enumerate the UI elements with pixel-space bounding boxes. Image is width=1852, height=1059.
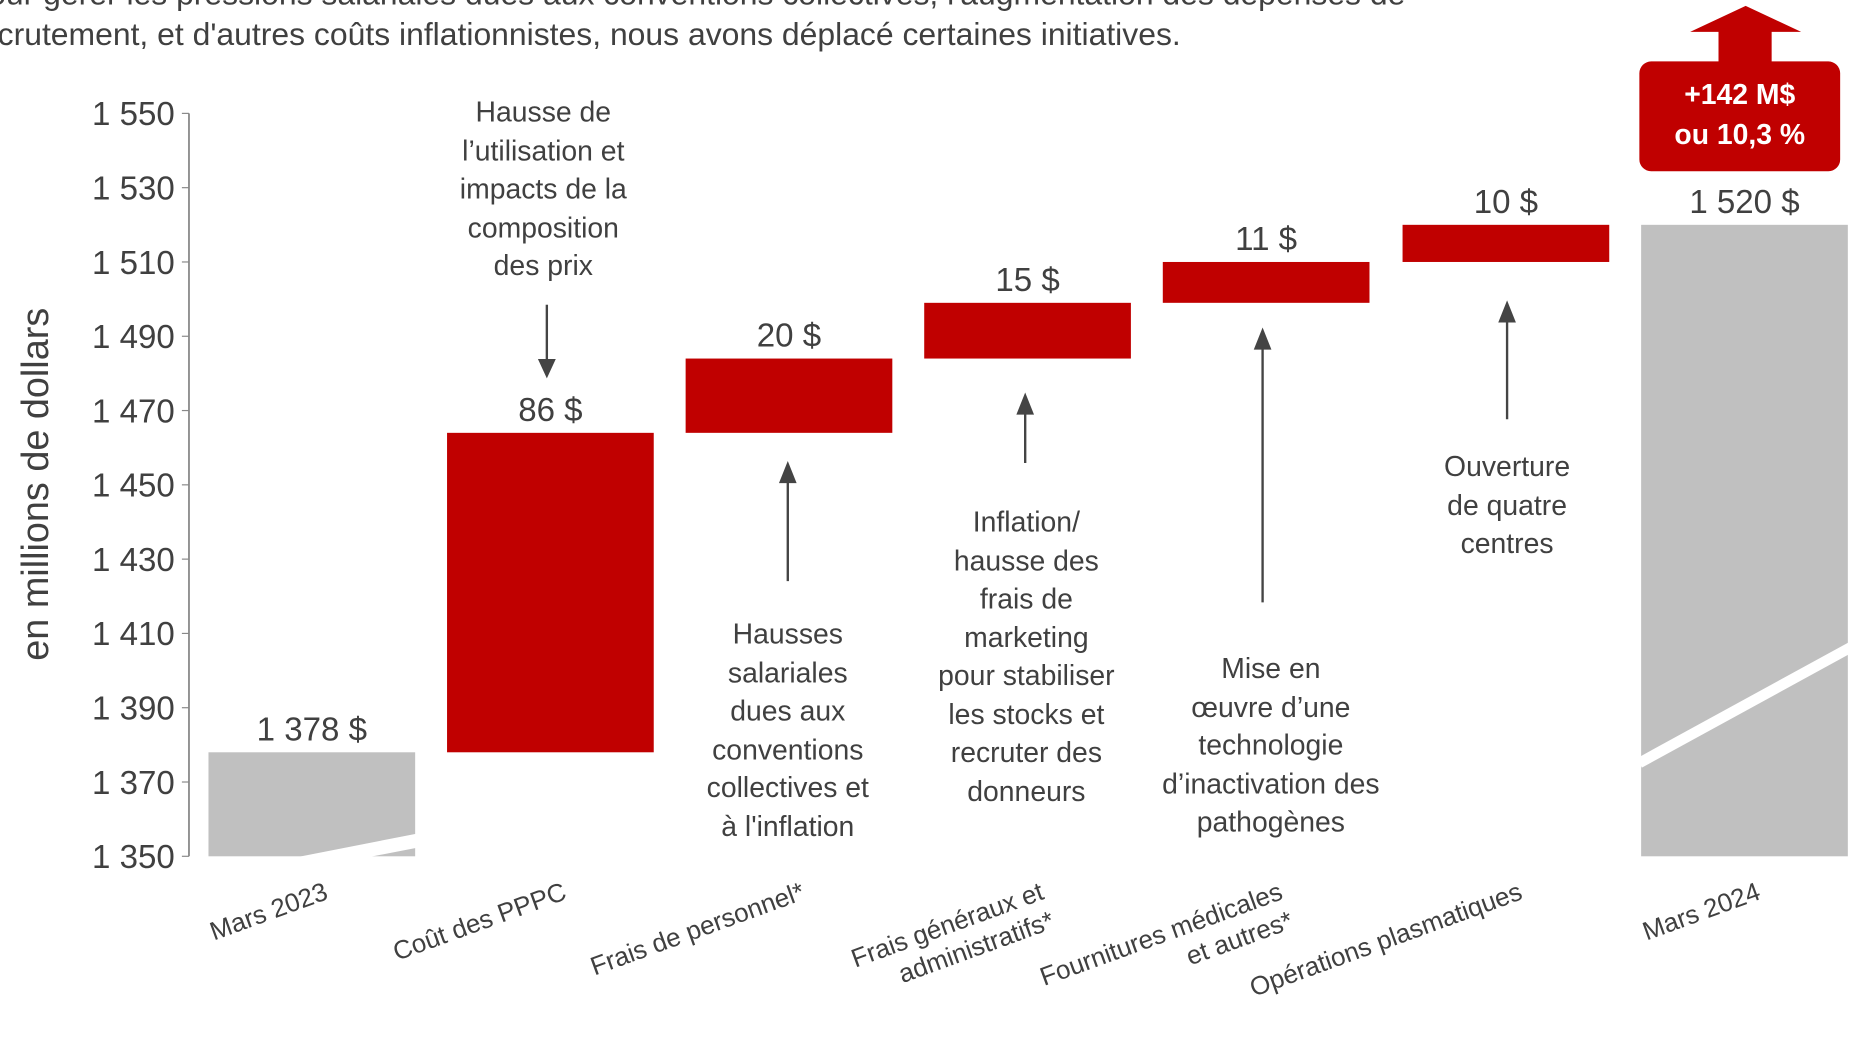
data-label: 15 $ bbox=[995, 262, 1059, 299]
bar bbox=[1402, 224, 1610, 262]
axis-break bbox=[295, 833, 416, 863]
annotation: Mise en œuvre d’une technologie d’inacti… bbox=[1162, 653, 1380, 839]
intro-line: crutement, et d'autres coûts inflationni… bbox=[0, 16, 1181, 52]
y-tick-label: 1 410 bbox=[92, 616, 175, 653]
annotation: Inflation/ hausse des frais de marketing… bbox=[938, 506, 1115, 808]
y-tick-label: 1 470 bbox=[92, 393, 175, 430]
badge: +142 M$ ou 10,3 % bbox=[1639, 5, 1841, 172]
axis-break bbox=[1636, 642, 1852, 768]
y-tick-label: 1 430 bbox=[92, 542, 175, 579]
bar bbox=[1162, 261, 1370, 303]
y-tick-label: 1 550 bbox=[92, 96, 175, 133]
y-tick-label: 1 490 bbox=[92, 319, 175, 356]
y-tick-label: 1 390 bbox=[92, 691, 175, 728]
arrows bbox=[537, 300, 1516, 603]
y-tick-label: 1 450 bbox=[92, 468, 175, 505]
annotation: Hausses salariales dues aux conventions … bbox=[706, 618, 869, 843]
data-label: 10 $ bbox=[1474, 184, 1538, 221]
y-tick-label: 1 370 bbox=[92, 765, 175, 802]
badge-text: ou 10,3 % bbox=[1674, 119, 1805, 151]
data-label: 1 378 $ bbox=[257, 711, 367, 748]
bar bbox=[685, 358, 893, 433]
bar bbox=[924, 302, 1131, 359]
bar bbox=[1641, 224, 1848, 857]
y-tick-label: 1 510 bbox=[92, 245, 175, 282]
bar bbox=[447, 432, 654, 753]
bar bbox=[208, 752, 416, 857]
annotation: Hausse de l’utilisation et impacts de la… bbox=[459, 96, 627, 283]
y-tick-label: 1 350 bbox=[92, 839, 175, 876]
y-axis-label: en millions de dollars bbox=[13, 307, 57, 661]
data-label: 86 $ bbox=[518, 392, 582, 429]
badge-text: +142 M$ bbox=[1684, 79, 1795, 111]
data-label: 1 520 $ bbox=[1689, 184, 1799, 221]
intro-line: our gérer les pressions salariales dues … bbox=[0, 0, 1405, 14]
annotation: Ouverture de quatre centres bbox=[1444, 451, 1571, 560]
data-label: 11 $ bbox=[1235, 221, 1297, 258]
y-tick-label: 1 530 bbox=[92, 170, 175, 207]
data-label: 20 $ bbox=[757, 318, 821, 355]
